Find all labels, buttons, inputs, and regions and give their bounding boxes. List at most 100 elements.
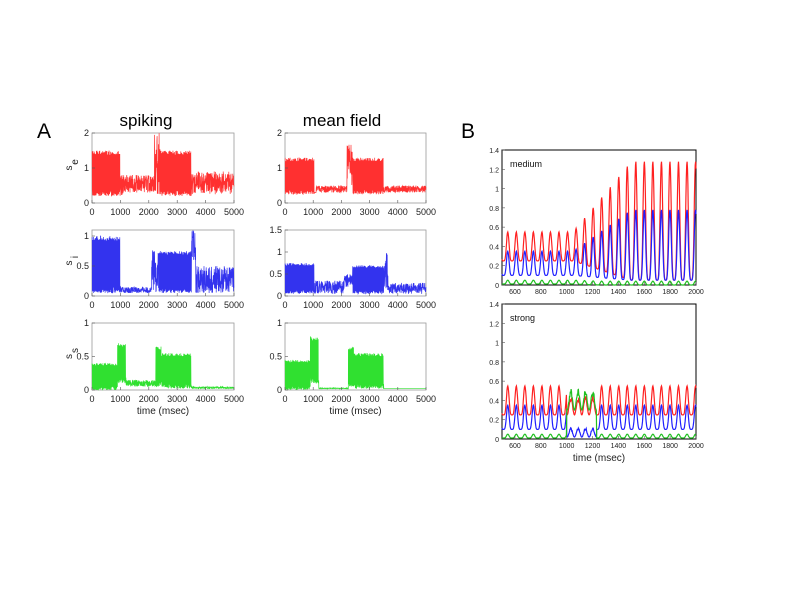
x-tick-label: 1400 [611,289,627,296]
y-tick-label: 0 [277,385,282,395]
x-tick-label: 2000 [331,394,351,404]
y-axis-label-subscript: i [70,256,81,258]
x-tick-label: 3000 [167,394,187,404]
y-tick-label: 1.4 [489,302,499,309]
x-tick-label: 600 [509,289,521,296]
y-axis-label: s [64,354,75,359]
x-tick-label: 3000 [360,207,380,217]
x-tick-label: 0 [282,207,287,217]
x-tick-label: 4000 [388,300,408,310]
x-tick-label: 2000 [139,394,159,404]
y-tick-label: 1 [84,318,89,328]
series-line [284,336,426,391]
x-tick-label: 1000 [303,300,323,310]
x-tick-label: 1800 [662,289,678,296]
chart-A-spiking-ss: 0 1000 2000 3000 4000 5000 0 0.5 1 time (msec) ss [64,318,244,417]
y-tick-label: 0 [495,437,499,444]
x-tick-label: 1000 [110,207,130,217]
chart-A-mf-se: 0 1000 2000 3000 4000 5000 0 1 2 [277,128,436,217]
y-tick-label: 2 [84,128,89,138]
y-tick-label: 0 [84,385,89,395]
x-tick-label: 2000 [688,443,704,450]
x-tick-label: 3000 [360,394,380,404]
y-axis-label-subscript: s [70,348,81,353]
chart-A-mf-ss: 0 1000 2000 3000 4000 5000 0 0.5 1 time (msec) [269,318,436,417]
x-tick-label: 1200 [585,443,601,450]
y-tick-label: 0 [277,198,282,208]
x-tick-label: 1000 [303,394,323,404]
x-tick-label: 1200 [585,289,601,296]
x-tick-label: 4000 [196,207,216,217]
x-axis-label: time (msec) [137,406,189,417]
y-axis-label: s [64,166,75,171]
x-tick-label: 2000 [331,300,351,310]
x-tick-label: 0 [89,207,94,217]
y-tick-label: 0.5 [269,352,282,362]
chart-A-spiking-se: 0 1000 2000 3000 4000 5000 0 1 2 se [64,128,244,217]
y-tick-label: 1 [495,187,499,194]
y-tick-label: 1 [277,247,282,257]
chart-B-strong: 600 800 1000 1200 1400 1600 1800 2000 0 0.2 0.4 0.6… [489,302,704,464]
y-tick-label: 1 [495,341,499,348]
y-axis-label-subscript: e [70,159,81,165]
series-line [284,253,427,295]
x-tick-label: 5000 [416,394,436,404]
y-tick-label: 0.2 [489,264,499,271]
x-tick-label: 5000 [416,207,436,217]
series-line [501,403,697,439]
x-tick-label: 600 [509,443,521,450]
x-tick-label: 0 [282,300,287,310]
x-tick-label: 1000 [559,289,575,296]
x-tick-label: 2000 [139,207,159,217]
x-tick-label: 5000 [416,300,436,310]
x-tick-label: 5000 [224,300,244,310]
x-tick-label: 1600 [636,443,652,450]
x-tick-label: 0 [89,300,94,310]
y-tick-label: 1.2 [489,321,499,328]
x-tick-label: 5000 [224,394,244,404]
y-tick-label: 1.5 [269,225,282,235]
x-tick-label: 1000 [110,394,130,404]
x-tick-label: 1400 [611,443,627,450]
x-tick-label: 1600 [636,289,652,296]
series-line [284,144,427,196]
column-title-spiking: spiking [120,111,173,130]
y-tick-label: 0.8 [489,360,499,367]
plot-frame [501,303,697,440]
series-line [501,388,697,439]
x-tick-label: 0 [282,394,287,404]
panel-a-label: A [37,120,51,143]
y-tick-label: 0 [277,291,282,301]
x-tick-label: 800 [535,443,547,450]
y-tick-label: 0.6 [489,379,499,386]
y-tick-label: 1 [277,318,282,328]
y-tick-label: 2 [277,128,282,138]
y-tick-label: 1 [84,163,89,173]
x-tick-label: 4000 [196,394,216,404]
x-tick-label: 2000 [688,289,704,296]
y-tick-label: 0.4 [489,244,499,251]
panel-b-label: B [461,120,475,143]
x-tick-label: 1000 [110,300,130,310]
y-tick-label: 1.4 [489,148,499,155]
y-tick-label: 0.5 [76,261,89,271]
y-tick-label: 0.2 [489,418,499,425]
y-axis-label: s [64,261,75,266]
y-tick-label: 0 [495,283,499,290]
x-tick-label: 1800 [662,443,678,450]
y-tick-label: 0.8 [489,206,499,213]
y-tick-label: 1 [277,163,282,173]
y-tick-label: 0.5 [76,352,89,362]
inset-label: strong [510,313,535,323]
x-axis-label: time (msec) [329,406,381,417]
x-tick-label: 2000 [331,207,351,217]
y-tick-label: 0.5 [269,269,282,279]
y-tick-label: 1.2 [489,167,499,174]
x-tick-label: 4000 [196,300,216,310]
chart-B-medium: 600 800 1000 1200 1400 1600 1800 2000 0 0.2 0.4 0.6… [489,148,704,296]
y-tick-label: 0 [84,198,89,208]
y-tick-label: 1 [84,231,89,241]
chart-A-mf-si: 0 1000 2000 3000 4000 5000 0 0.5 1 1.5 [269,225,436,310]
series-line [91,133,235,197]
